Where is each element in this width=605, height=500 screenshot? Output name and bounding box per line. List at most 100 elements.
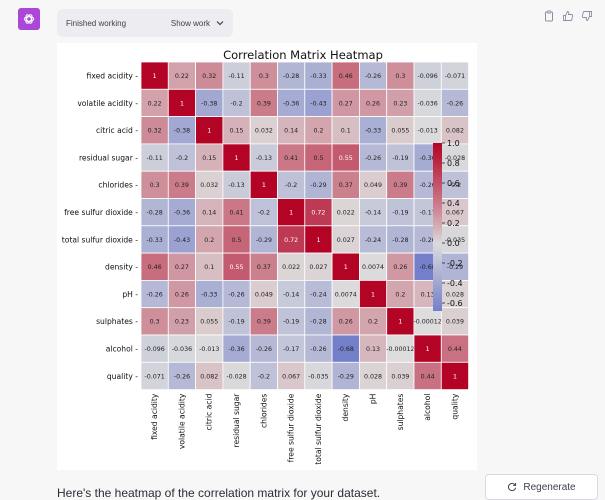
heatmap-cell-label: 0.022: [337, 209, 355, 216]
heatmap-cell: [167, 116, 197, 145]
heatmap-cell: [167, 334, 197, 363]
heatmap-cell: [277, 225, 306, 254]
heatmap-cell-label: -0.36: [228, 346, 244, 353]
heatmap-cell: [140, 361, 169, 390]
heatmap-cell: [249, 88, 278, 117]
column-tick-label: chlorides: [259, 394, 268, 428]
heatmap-cell-label: -0.26: [147, 291, 163, 298]
heatmap-cell-label: 1: [153, 73, 157, 80]
heatmap-cell: [222, 307, 251, 336]
heatmap-cell: [386, 252, 415, 281]
heatmap-cell-label: 0.72: [284, 237, 298, 244]
show-work-toggle[interactable]: Show work: [171, 19, 224, 28]
heatmap-cell-label: -0.26: [420, 182, 436, 189]
heatmap-cell: [167, 198, 197, 227]
heatmap-cell: [249, 307, 278, 336]
row-tick-label: alcohol -: [106, 344, 139, 353]
heatmap-cell-label: 0.067: [282, 373, 300, 380]
heatmap-cell-label: -0.28: [147, 209, 163, 216]
row-tick-label: total sulfur dioxide -: [62, 235, 139, 244]
heatmap-cell-label: 0.2: [368, 319, 378, 326]
heatmap-cell: [140, 279, 169, 309]
column-tick-label: citric acid: [205, 393, 214, 430]
heatmap-cell-label: -0.2: [230, 100, 242, 107]
heatmap-cell: [358, 252, 388, 281]
heatmap-cell-label: -0.26: [447, 100, 463, 107]
heatmap-cell-label: 0.5: [232, 237, 242, 244]
heatmap-cell-label: 0.26: [366, 100, 380, 107]
heatmap-cell-label: 0.14: [284, 128, 298, 135]
heatmap-cell-label: 0.055: [391, 128, 409, 135]
heatmap-cell: [413, 88, 442, 117]
heatmap-cell-label: 0.41: [230, 209, 244, 216]
heatmap-cell: [249, 116, 278, 145]
heatmap-cell-label: 0.26: [339, 319, 353, 326]
column-tick-label: volatile acidity: [177, 393, 186, 449]
heatmap-cell: [249, 252, 278, 281]
heatmap-cell-label: -0.19: [392, 209, 408, 216]
openai-logo-icon: [23, 14, 35, 24]
heatmap-cell: [222, 252, 251, 281]
heatmap-cell: [331, 334, 360, 363]
heatmap-cell: [195, 198, 224, 227]
heatmap-cell-label: -0.00012: [413, 319, 441, 326]
heatmap-cell-label: -0.38: [201, 100, 217, 107]
column-tick-label: total sulfur dioxide: [314, 393, 323, 464]
heatmap-cell: [386, 279, 415, 309]
column-tick-label: quality: [450, 393, 459, 419]
heatmap-cell: [304, 225, 333, 254]
heatmap-cell: [277, 361, 306, 390]
heatmap-cell-label: 0.032: [200, 182, 218, 189]
heatmap-cell: [304, 170, 333, 199]
heatmap-cell-label: 0.15: [230, 128, 244, 135]
heatmap-cell: [413, 116, 442, 145]
heatmap-cell: [140, 143, 169, 172]
heatmap-cell-label: 0.22: [148, 100, 162, 107]
colorbar-tick-label: 0.6: [447, 179, 460, 188]
heatmap-cell-label: 0.23: [393, 100, 407, 107]
heatmap-cell: [140, 61, 169, 90]
heatmap-cell: [386, 170, 415, 199]
heatmap-cell-label: -0.071: [144, 373, 164, 380]
column-tick-label: sulphates: [396, 394, 405, 431]
heatmap-cell-label: 0.2: [204, 237, 214, 244]
heatmap-cell: [440, 307, 469, 336]
heatmap-cell-label: 0.032: [255, 128, 273, 135]
column-tick-label: pH: [369, 394, 378, 405]
heatmap-cell-label: 0.27: [175, 264, 189, 271]
row-tick-label: pH -: [122, 290, 138, 299]
chevron-down-icon: [216, 21, 224, 26]
clipboard-icon[interactable]: [543, 10, 555, 22]
heatmap-cell-label: -0.26: [365, 73, 381, 80]
heatmap-cell-label: -0.2: [449, 182, 461, 189]
regenerate-button[interactable]: Regenerate: [485, 474, 598, 500]
thumbs-up-icon[interactable]: [562, 10, 574, 22]
heatmap-cell-label: 0.1: [204, 264, 214, 271]
row-tick-label: fixed acidity -: [87, 71, 139, 80]
heatmap-cell-label: -0.13: [228, 182, 244, 189]
heatmap-cell: [249, 279, 278, 309]
heatmap-cell-label: -0.26: [228, 291, 244, 298]
show-work-label: Show work: [170, 18, 210, 28]
heatmap-cell: [358, 61, 388, 90]
heatmap-cell-label: 0.067: [446, 209, 464, 216]
heatmap-cell-label: 0.13: [421, 291, 435, 298]
thumbs-down-icon[interactable]: [581, 10, 593, 22]
heatmap-cell-label: 0.1: [341, 128, 351, 135]
work-status-pill[interactable]: Finished working Show work: [57, 9, 233, 37]
heatmap-cell-label: -0.096: [144, 346, 164, 353]
heatmap-cell: [167, 225, 197, 254]
heatmap-cell-label: 1: [426, 346, 430, 353]
heatmap-cell-label: 1: [207, 128, 211, 135]
heatmap-cell-label: 0.72: [311, 209, 325, 216]
heatmap-cell: [440, 334, 469, 363]
heatmap-cell: [195, 307, 224, 336]
heatmap-cell: [440, 225, 469, 254]
heatmap-cell-label: -0.36: [420, 155, 436, 162]
heatmap-cell-label: -0.096: [417, 73, 437, 80]
heatmap-cell: [331, 361, 360, 390]
heatmap-cell-label: 1: [453, 373, 457, 380]
heatmap-cell-label: 0.55: [230, 264, 244, 271]
heatmap-cell: [277, 198, 306, 227]
heatmap-cell-label: -0.036: [417, 100, 437, 107]
